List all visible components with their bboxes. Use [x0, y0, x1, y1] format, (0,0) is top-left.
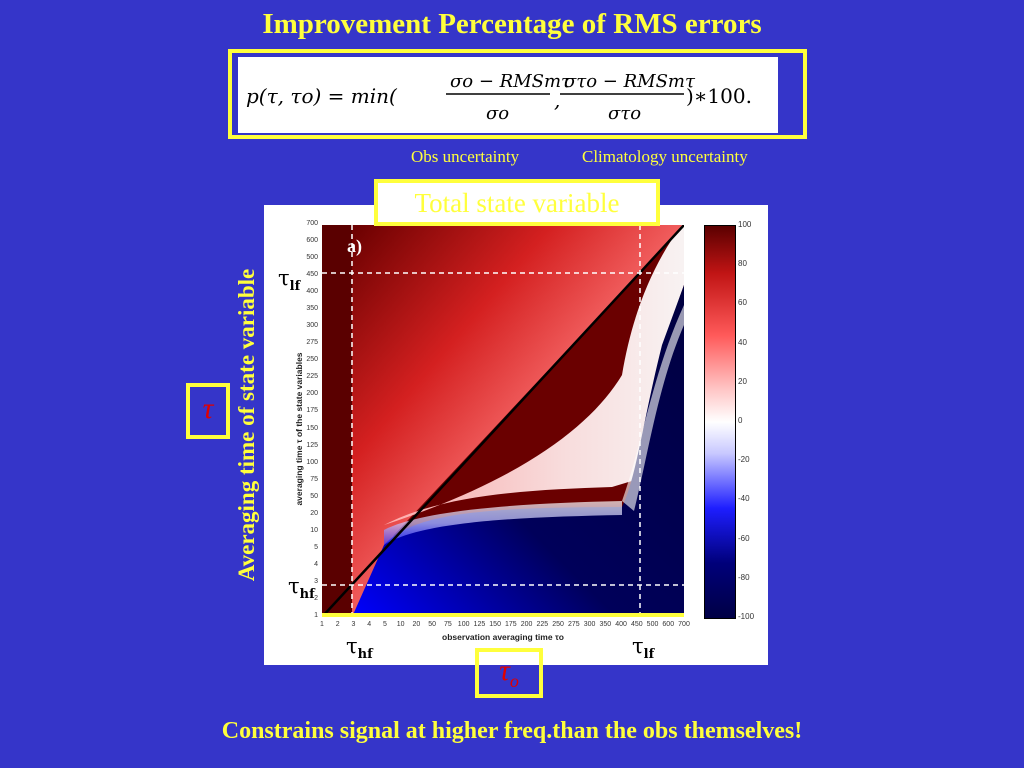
x-tick-label: 500	[646, 621, 659, 628]
tau-symbol-box: τ	[186, 383, 230, 439]
y-tick-label: 500	[306, 254, 318, 262]
y-tick-label: 125	[306, 441, 318, 449]
x-tick-label: 450	[630, 621, 643, 628]
y-tick-label: 225	[306, 373, 318, 381]
svg-text:,: ,	[554, 88, 560, 112]
colorbar-tick-label: -40	[738, 494, 750, 504]
x-tick-label: 275	[567, 621, 580, 628]
y-tick-label: 700	[306, 220, 318, 227]
x-tick-label: 225	[536, 621, 549, 628]
x-tick-label: 20	[412, 621, 421, 628]
state-label: Total state variable	[414, 188, 620, 218]
colorbar-tick-label: -20	[738, 455, 750, 465]
colorbar-tick-label: -100	[738, 612, 755, 621]
y-tick-label: 5	[314, 543, 318, 551]
y-axis-label: averaging time τ of the state variables	[294, 352, 304, 506]
y-tick-label: 75	[310, 475, 318, 483]
x-tick-label: 125	[473, 621, 486, 628]
y-tick-label: 250	[306, 356, 318, 364]
x-tick-label: 1	[320, 621, 324, 628]
formula-num2: στo − RMSmτ	[564, 71, 696, 92]
formula-tail: )∗100.	[686, 84, 752, 108]
panel-label: a)	[347, 236, 362, 256]
y-tick-label: 2	[314, 594, 318, 602]
x-tick-label: 300	[583, 621, 596, 628]
y-tick-label: 1	[314, 612, 318, 619]
tau-lf-y-annotation: τlf	[278, 266, 301, 295]
formula-lhs: p(τ, τo) = min(	[246, 84, 398, 108]
y-tick-label: 4	[314, 560, 318, 568]
obs-uncertainty-note: Obs uncertainty	[411, 147, 520, 166]
y-tick-label: 450	[306, 271, 318, 279]
x-tick-label: 600	[662, 621, 675, 628]
x-tick-label: 10	[396, 621, 405, 628]
y-tick-label: 20	[310, 509, 318, 517]
y-tick-label: 275	[306, 339, 318, 347]
formula-den2: στo	[608, 103, 641, 124]
formula-highlight-frame	[228, 49, 807, 139]
climatology-uncertainty-note: Climatology uncertainty	[582, 147, 748, 166]
x-tick-label: 200	[520, 621, 533, 628]
slide-title: Improvement Percentage of RMS errors	[262, 8, 762, 40]
x-axis-label: observation averaging time τo	[442, 632, 564, 642]
x-tick-label: 100	[457, 621, 470, 628]
colorbar-tick-label: 20	[738, 376, 747, 386]
state-averaging-label: Averaging time of state variable	[234, 268, 259, 582]
y-tick-label: 350	[306, 305, 318, 313]
formula-num1: σo − RMSmτ	[450, 71, 572, 92]
x-tick-label: 75	[444, 621, 452, 628]
x-tick-label: 5	[383, 621, 387, 628]
formula-box: p(τ, τo) = min( σo − RMSmτ σo , στo − RM…	[238, 57, 778, 133]
x-tick-label: 175	[505, 621, 517, 628]
colorbar-tick-label: 80	[738, 259, 747, 269]
x-tick-label: 400	[615, 621, 627, 628]
y-tick-label: 10	[310, 526, 318, 534]
y-tick-label: 300	[306, 322, 318, 330]
x-tick-label: 4	[367, 621, 372, 628]
y-tick-label: 3	[314, 577, 318, 585]
heatmap-image	[322, 225, 684, 617]
y-tick-label: 100	[306, 458, 318, 466]
y-tick-label: 400	[306, 288, 318, 296]
x-tick-label: 350	[599, 621, 612, 628]
y-tick-label: 600	[306, 237, 318, 245]
colorbar-tick-label: 40	[738, 337, 747, 347]
formula-equation: p(τ, τo) = min( σo − RMSmτ σo , στo − RM…	[246, 71, 752, 124]
state-label-frame	[374, 179, 660, 226]
colorbar-tick-label: -60	[738, 533, 750, 543]
x-tick-label: 2	[335, 621, 340, 628]
tau-lf-x-annotation: τlf	[632, 634, 655, 663]
formula-den1: σo	[486, 103, 509, 124]
x-tick-label: 700	[678, 621, 690, 628]
colorbar-tick-label: -80	[738, 572, 750, 582]
y-tick-label: 50	[310, 492, 318, 500]
x-tick-label: 150	[489, 621, 501, 628]
diagonal-line	[322, 225, 684, 617]
y-tick-label: 175	[306, 407, 318, 415]
y-tick-label: 200	[306, 390, 318, 398]
colorbar-tick-label: 60	[738, 298, 747, 308]
tau-hf-x-annotation: τhf	[346, 634, 373, 663]
colorbar-tick-label: 0	[738, 416, 743, 425]
x-tick-label: 50	[428, 621, 437, 628]
x-tick-label: 3	[351, 621, 356, 628]
colorbar	[704, 225, 736, 619]
y-tick-label: 150	[306, 424, 318, 432]
tau-hf-y-annotation: τhf	[288, 574, 315, 603]
bottom-caption: Constrains signal at higher freq.than th…	[221, 718, 803, 744]
colorbar-tick-label: 100	[738, 220, 752, 229]
x-tick-label: 250	[552, 621, 564, 628]
tau-o-symbol-box: τo	[475, 648, 543, 698]
